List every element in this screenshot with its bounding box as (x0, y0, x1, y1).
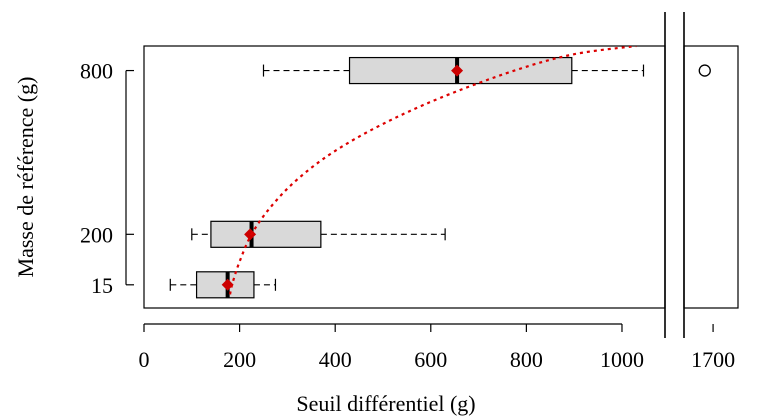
x-axis: 0 200 400 600 800 1000 1700 (139, 323, 735, 372)
box-group-15 (169, 271, 277, 299)
y-axis-label: Masse de référence (g) (13, 77, 38, 278)
box-series (169, 56, 711, 299)
mean-marker (451, 64, 464, 77)
x-tick-label: 800 (510, 347, 543, 372)
x-tick-label: 0 (139, 347, 150, 372)
y-tick-label: 800 (80, 59, 113, 84)
fit-curve (228, 46, 637, 295)
main-plot-panel (143, 45, 666, 309)
mean-marker (244, 228, 257, 241)
x-axis-label: Seuil différentiel (g) (296, 391, 475, 416)
main-panel-frame (143, 45, 666, 309)
break-panel-frame (683, 45, 739, 309)
x-break-tick-label: 1700 (691, 347, 735, 372)
y-axis: 15 200 800 (80, 59, 134, 298)
box-iqr (210, 220, 322, 248)
box-iqr (195, 271, 255, 299)
x-tick-label: 400 (319, 347, 352, 372)
x-tick-label: 1000 (600, 347, 644, 372)
mean-marker (221, 278, 234, 291)
break-plot-panel (683, 45, 739, 309)
outlier-point (698, 64, 711, 77)
x-tick-label: 200 (223, 347, 256, 372)
box-group-800 (262, 56, 711, 85)
x-tick-label: 600 (414, 347, 447, 372)
y-tick-label: 200 (80, 222, 113, 247)
y-tick-label: 15 (91, 273, 113, 298)
box-group-200 (191, 220, 446, 248)
fit-curve-group (228, 46, 637, 295)
axis-break-lines (664, 12, 685, 338)
